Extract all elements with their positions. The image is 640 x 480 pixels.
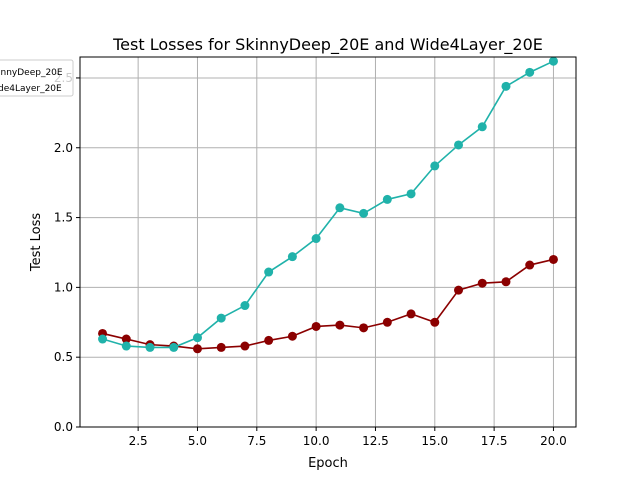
data-point-skinnydeep-20e [454,285,464,295]
data-point-wide4layer-20e [335,203,345,213]
x-tick-label: 17.5 [481,434,508,448]
data-point-skinnydeep-20e [359,323,369,333]
data-point-wide4layer-20e [525,67,535,77]
data-point-skinnydeep-20e [525,260,535,270]
data-point-wide4layer-20e [477,122,487,132]
legend-box [0,59,74,97]
x-tick-label: 10.0 [303,434,330,448]
data-point-wide4layer-20e [216,313,226,323]
data-point-wide4layer-20e [264,267,274,277]
data-point-wide4layer-20e [359,208,369,218]
data-point-wide4layer-20e [98,334,108,344]
chart-title: Test Losses for SkinnyDeep_20E and Wide4… [112,35,543,55]
data-point-wide4layer-20e [454,140,464,150]
x-tick-label: 20.0 [540,434,567,448]
data-point-wide4layer-20e [121,341,131,351]
data-point-wide4layer-20e [192,333,202,343]
y-tick-label: 1.0 [54,280,73,294]
y-tick-label: 1.5 [54,211,73,225]
data-point-skinnydeep-20e [287,331,297,341]
data-point-skinnydeep-20e [382,317,392,327]
data-point-skinnydeep-20e [216,342,226,352]
data-point-skinnydeep-20e [477,278,487,288]
legend-label-wide4layer: de4Layer_20E [0,84,62,94]
legend-label-skinnydeep: innyDeep_20E [0,68,63,78]
x-tick-label: 5.0 [188,434,207,448]
x-tick-label: 15.0 [421,434,448,448]
data-point-skinnydeep-20e [121,334,131,344]
data-point-wide4layer-20e [430,161,440,171]
x-tick-label: 12.5 [362,434,389,448]
data-point-skinnydeep-20e [548,254,558,264]
data-point-skinnydeep-20e [501,277,511,287]
y-tick-label: 2.0 [54,141,73,155]
data-point-skinnydeep-20e [192,344,202,354]
x-tick-label: 2.5 [129,434,148,448]
data-point-skinnydeep-20e [335,320,345,330]
data-point-wide4layer-20e [548,56,558,66]
data-point-skinnydeep-20e [264,335,274,345]
series-layer [98,56,558,354]
data-point-skinnydeep-20e [311,321,321,331]
data-point-wide4layer-20e [382,194,392,204]
y-tick-label: 0.5 [54,350,73,364]
x-tick-label: 7.5 [247,434,266,448]
data-point-skinnydeep-20e [406,309,416,319]
y-tick-label: 0.0 [54,420,73,434]
data-point-wide4layer-20e [169,342,179,352]
legend: innyDeep_20E de4Layer_20E [0,59,74,97]
data-point-skinnydeep-20e [430,317,440,327]
data-point-wide4layer-20e [501,81,511,91]
x-axis-label: Epoch [308,456,348,471]
data-point-wide4layer-20e [145,342,155,352]
data-point-wide4layer-20e [287,252,297,262]
y-axis-label: Test Loss [29,213,44,272]
plot-frame [79,56,577,428]
data-point-wide4layer-20e [311,234,321,244]
data-point-wide4layer-20e [240,301,250,311]
data-point-wide4layer-20e [406,189,416,199]
data-point-skinnydeep-20e [240,341,250,351]
